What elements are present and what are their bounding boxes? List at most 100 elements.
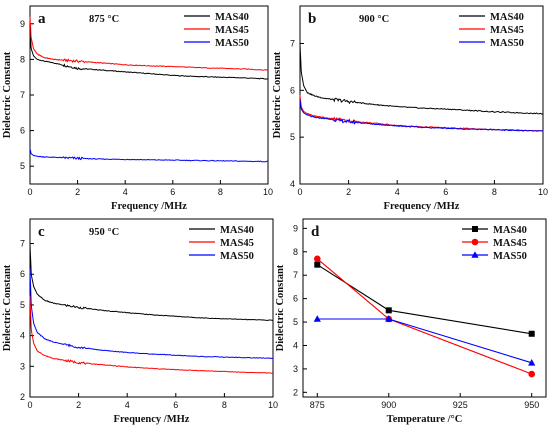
y-tick-label: 5 [20, 300, 25, 310]
y-tick-label: 9 [293, 223, 298, 233]
series-line-mas40 [29, 243, 274, 321]
data-point-mas40 [385, 307, 392, 314]
legend-marker-mas45 [471, 238, 479, 246]
y-axis-title: Dielectric Constant [2, 51, 13, 138]
x-tick-label: 2 [75, 187, 80, 197]
y-tick-label: 6 [293, 294, 298, 304]
legend-label-mas45: MAS45 [490, 25, 524, 36]
y-tick-label: 4 [20, 331, 25, 341]
y-axis-title: Dielectric Constant [275, 264, 286, 351]
legend-label-mas50: MAS50 [220, 251, 254, 262]
y-axis-title: Dielectric Constant [2, 264, 13, 351]
x-tick-label: 10 [538, 187, 548, 197]
legend-label-mas45: MAS45 [220, 238, 254, 249]
data-point-mas45 [313, 255, 321, 263]
x-tick-label: 6 [170, 187, 175, 197]
series-line-mas50 [29, 268, 274, 360]
y-axis-title: Dielectric Constant [272, 51, 283, 138]
series-line-mas50 [317, 318, 532, 364]
series-line-mas45 [29, 295, 274, 374]
x-tick-label: 0 [297, 187, 302, 197]
y-tick-label: 7 [293, 270, 298, 280]
panel-b: 0 2 4 6 8 10 4 5 6 7 Frequency /MHz Dielectric Cons… [272, 5, 548, 212]
y-tick-label: 5 [20, 161, 25, 171]
x-tick-label: 0 [27, 400, 32, 410]
y-tick-label: 2 [293, 387, 298, 397]
y-tick-label: 3 [293, 364, 298, 374]
data-point-mas40 [528, 330, 535, 337]
x-tick-label: 4 [123, 187, 128, 197]
panel-letter: c [38, 224, 45, 240]
x-axis-title: Temperature /°C [387, 414, 463, 425]
y-tick-label: 4 [290, 179, 295, 189]
y-tick-label: 8 [293, 247, 298, 257]
temperature-label: 900 °C [359, 14, 389, 25]
temperature-label: 875 °C [89, 14, 119, 25]
x-tick-label: 8 [218, 187, 223, 197]
series-line-mas45 [29, 16, 269, 71]
x-tick-label: 2 [76, 400, 81, 410]
x-tick-label: 8 [222, 400, 227, 410]
y-tick-label: 3 [20, 361, 25, 371]
legend-label-mas40: MAS40 [215, 12, 249, 23]
panel-letter: b [308, 11, 316, 27]
x-tick-label: 6 [173, 400, 178, 410]
y-tick-label: 7 [20, 90, 25, 100]
x-tick-label: 6 [443, 187, 448, 197]
y-tick-label: 5 [290, 132, 295, 142]
data-point-mas40 [314, 261, 321, 268]
legend-label-mas40: MAS40 [490, 12, 524, 23]
data-point-mas45 [528, 370, 536, 378]
y-tick-label: 6 [20, 126, 25, 136]
x-tick-label: 10 [268, 400, 278, 410]
y-tick-label: 4 [293, 340, 298, 350]
legend-label-mas50: MAS50 [215, 38, 249, 49]
series-line-mas50 [299, 99, 543, 132]
x-tick-label: 0 [27, 187, 32, 197]
legend-label-mas45: MAS45 [493, 238, 527, 249]
legend-marker-mas40 [472, 226, 478, 232]
panel-a: 0 2 4 6 8 10 5 6 7 8 9 Frequency /MHz Dielectric Con… [2, 5, 273, 212]
legend-label-mas40: MAS40 [493, 225, 527, 236]
series-line-mas40 [29, 27, 269, 80]
series-line-mas50 [29, 148, 268, 163]
panel-letter: d [311, 224, 320, 240]
data-point-mas50 [313, 315, 321, 322]
panel-letter: a [38, 11, 46, 27]
x-axis-title: Frequency /MHz [111, 201, 187, 212]
y-tick-label: 6 [20, 269, 25, 279]
y-tick-label: 5 [293, 317, 298, 327]
x-tick-label: 950 [524, 400, 539, 410]
legend-marker-mas50 [471, 251, 479, 258]
y-tick-label: 7 [20, 239, 25, 249]
temperature-label: 950 °C [89, 227, 119, 238]
x-tick-label: 875 [310, 400, 325, 410]
y-tick-label: 2 [20, 392, 25, 402]
x-tick-label: 8 [492, 187, 497, 197]
x-axis-title: Frequency /MHz [114, 414, 190, 425]
series-line-mas45 [299, 94, 544, 132]
plot-frame [302, 218, 547, 398]
x-tick-label: 4 [395, 187, 400, 197]
y-tick-label: 8 [20, 54, 25, 64]
y-tick-label: 6 [290, 85, 295, 95]
y-tick-label: 7 [290, 38, 295, 48]
panel-d: 875 900 925 950 2 3 4 5 6 7 8 9 Temperature /°C Diele… [275, 218, 547, 425]
series-line-mas40 [317, 264, 532, 335]
x-tick-label: 10 [263, 187, 273, 197]
data-point-mas50 [385, 315, 393, 322]
y-tick-label: 9 [20, 19, 25, 29]
x-axis-title: Frequency /MHz [384, 201, 460, 212]
x-tick-label: 900 [381, 400, 396, 410]
x-tick-label: 4 [125, 400, 130, 410]
legend-label-mas40: MAS40 [220, 225, 254, 236]
legend-label-mas50: MAS50 [490, 38, 524, 49]
data-point-mas50 [528, 359, 536, 366]
series-line-mas40 [299, 43, 544, 115]
legend-label-mas45: MAS45 [215, 25, 249, 36]
x-tick-label: 925 [453, 400, 468, 410]
x-tick-label: 2 [346, 187, 351, 197]
legend-label-mas50: MAS50 [493, 251, 527, 262]
